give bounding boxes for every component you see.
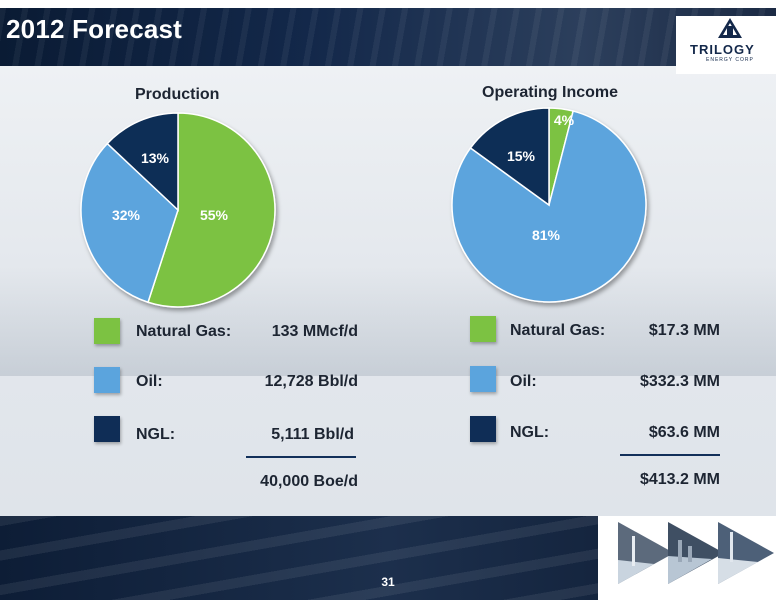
- production-total: 40,000 Boe/d: [260, 473, 358, 490]
- legend-swatch-ngl: [94, 416, 120, 442]
- income-chart-title: Operating Income: [482, 84, 619, 101]
- logo-name: TRILOGY: [690, 42, 755, 57]
- legend-label-oil: Oil:: [136, 373, 163, 390]
- legend-value-ngl-income: $63.6 MM: [648, 424, 720, 441]
- income-pie: [451, 107, 647, 303]
- legend-swatch-oil: [94, 367, 120, 393]
- production-label-oil: 32%: [112, 207, 141, 223]
- legend-label-natural-gas-income: Natural Gas:: [510, 322, 606, 339]
- income-total-divider: [620, 454, 720, 456]
- legend-swatch-natural-gas: [94, 318, 120, 344]
- pumpjack-photo-icon: [718, 522, 774, 584]
- income-label-oil: 81%: [532, 227, 561, 243]
- production-chart-title: Production: [135, 86, 220, 103]
- legend-value-natural-gas-income: $17.3 MM: [648, 322, 720, 339]
- logo-mark-icon: [718, 18, 742, 38]
- income-total: $413.2 MM: [639, 471, 720, 488]
- legend-swatch-natural-gas-income: [470, 316, 496, 342]
- legend-label-ngl: NGL:: [136, 426, 176, 443]
- logo-tagline: ENERGY CORP: [706, 57, 754, 63]
- refinery-photo-icon: [668, 522, 724, 584]
- page-number: 31: [381, 575, 395, 589]
- production-label-natural-gas: 55%: [200, 207, 229, 223]
- production-label-ngl: 13%: [141, 150, 170, 166]
- legend-value-oil: 12,728 Bbl/d: [264, 373, 358, 390]
- income-label-natural-gas: 4%: [554, 112, 575, 128]
- legend-value-ngl: 5,111 Bbl/d: [271, 426, 354, 443]
- page-title: 2012 Forecast: [6, 14, 183, 44]
- income-slice-oil: [451, 110, 647, 303]
- legend-value-oil-income: $332.3 MM: [639, 373, 720, 390]
- production-pie: [80, 112, 276, 308]
- income-label-ngl: 15%: [507, 148, 536, 164]
- legend-value-natural-gas: 133 MMcf/d: [271, 323, 358, 340]
- income-slice-ngl: [469, 107, 550, 207]
- production-slice-ngl: [106, 112, 179, 212]
- legend-label-oil-income: Oil:: [510, 373, 537, 390]
- rig-photo-icon: [618, 522, 674, 584]
- production-slice-natural-gas: [147, 112, 276, 308]
- legend-label-natural-gas: Natural Gas:: [136, 323, 232, 340]
- production-total-divider: [246, 456, 356, 458]
- header-banner: [0, 8, 776, 66]
- production-slice-oil: [80, 142, 179, 304]
- legend-label-ngl-income: NGL:: [510, 424, 550, 441]
- logo: [676, 16, 776, 74]
- legend-swatch-ngl-income: [470, 416, 496, 442]
- legend-swatch-oil-income: [470, 366, 496, 392]
